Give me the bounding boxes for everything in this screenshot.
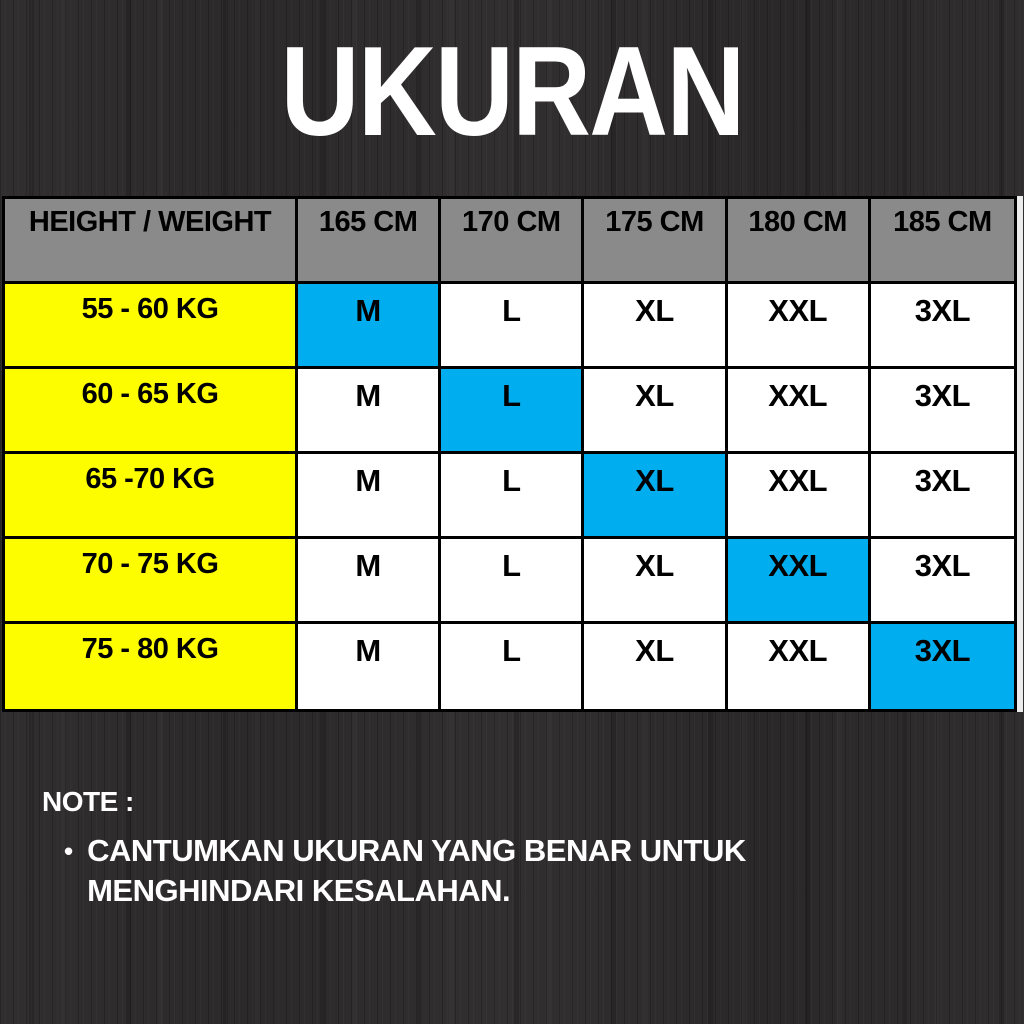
size-cell: M [298,454,442,539]
size-cell: XL [584,369,728,454]
header-cell-170cm: 170 CM [441,199,585,284]
weight-cell: 75 - 80 KG [5,624,298,709]
weight-cell: 65 -70 KG [5,454,298,539]
size-cell: L [441,454,585,539]
page-title: UKURAN [280,20,746,162]
size-cell: 3XL [870,369,1014,454]
size-cell: XXL [727,539,871,624]
weight-cell: 60 - 65 KG [5,369,298,454]
size-cell: 3XL [870,539,1014,624]
size-cell: XL [584,454,728,539]
header-cell-175cm: 175 CM [584,199,728,284]
size-cell: XL [584,624,728,709]
header-cell-165cm: 165 CM [298,199,442,284]
size-cell: L [441,539,585,624]
size-cell: M [298,539,442,624]
bullet-icon: • [64,836,74,866]
note-section: NOTE : • CANTUMKAN UKURAN YANG BENAR UNT… [42,786,992,911]
size-cell: 3XL [870,624,1014,709]
size-cell: XL [584,539,728,624]
size-cell: 3XL [870,284,1014,369]
size-cell: M [298,624,442,709]
size-cell: XXL [727,284,871,369]
size-cell: 3XL [870,454,1014,539]
header-cell-180cm: 180 CM [727,199,871,284]
size-cell: XXL [727,624,871,709]
page-title-wrap: UKURAN [0,28,1024,155]
note-label: NOTE : [42,786,134,817]
size-cell: XL [584,284,728,369]
size-table: HEIGHT / WEIGHT 165 CM 170 CM 175 CM 180… [2,196,1017,712]
size-cell: M [298,284,442,369]
note-item: • CANTUMKAN UKURAN YANG BENAR UNTUK MENG… [42,831,992,911]
header-cell-185cm: 185 CM [870,199,1014,284]
size-cell: L [441,624,585,709]
size-cell: XXL [727,369,871,454]
size-cell: L [441,369,585,454]
note-text: CANTUMKAN UKURAN YANG BENAR UNTUK MENGHI… [87,833,746,908]
weight-cell: 70 - 75 KG [5,539,298,624]
weight-cell: 55 - 60 KG [5,284,298,369]
header-cell-height-weight: HEIGHT / WEIGHT [5,199,298,284]
size-cell: M [298,369,442,454]
size-cell: XXL [727,454,871,539]
size-cell: L [441,284,585,369]
